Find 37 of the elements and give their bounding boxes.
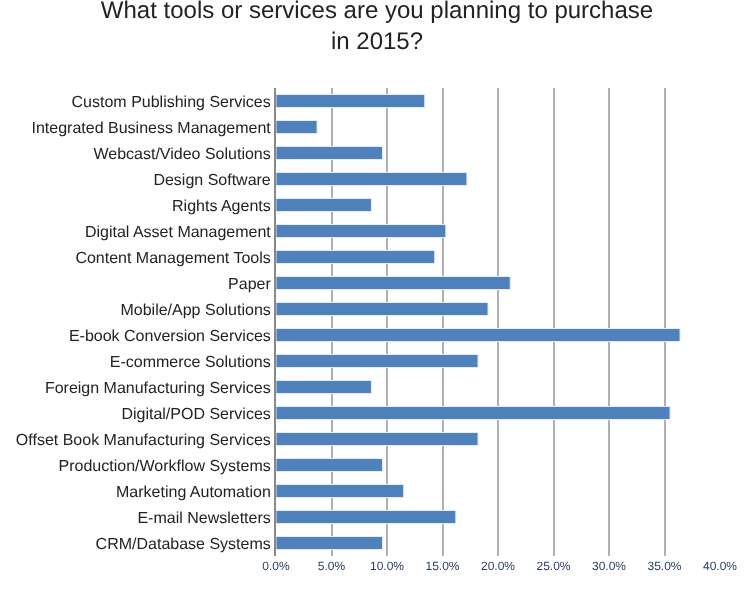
- bar: [276, 250, 436, 264]
- chart-title: What tools or services are you planning to purchase in 2015?: [100, 0, 654, 56]
- y-tick-label: Digital Asset Management: [84, 222, 273, 241]
- bar: [276, 224, 447, 238]
- bar: [276, 354, 479, 368]
- bar: [276, 120, 318, 134]
- bar: [276, 484, 405, 498]
- y-tick-label: Content Management Tools: [75, 248, 271, 267]
- y-tick-label: E-book Conversion Services: [68, 326, 271, 345]
- bar: [276, 536, 384, 550]
- y-tick-label: Custom Publishing Services: [71, 92, 271, 111]
- bar: [276, 380, 372, 394]
- bar: [276, 276, 511, 290]
- y-tick-label: CRM/Database Systems: [95, 534, 271, 553]
- y-tick-label: Paper: [228, 274, 272, 293]
- y-tick-label: Digital/POD Services: [121, 404, 271, 423]
- y-tick-label: Marketing Automation: [116, 482, 271, 501]
- bar: [276, 328, 681, 342]
- y-tick-label: Offset Book Manufacturing Services: [15, 430, 271, 449]
- y-tick-label: Mobile/App Solutions: [120, 300, 271, 319]
- bar: [276, 432, 479, 446]
- y-tick-label: Integrated Business Management: [31, 118, 273, 137]
- bar: [276, 198, 372, 212]
- bar: [276, 406, 671, 420]
- bar: [276, 94, 426, 108]
- bar: [276, 172, 468, 186]
- bar: [276, 458, 384, 472]
- bar: [276, 510, 457, 524]
- y-tick-label: Foreign Manufacturing Services: [44, 378, 271, 397]
- y-tick-label: Webcast/Video Solutions: [93, 144, 271, 163]
- y-tick-label: Production/Workflow Systems: [58, 456, 271, 475]
- bar: [276, 146, 384, 160]
- y-tick-label: Design Software: [153, 170, 272, 189]
- y-tick-label: E-commerce Solutions: [109, 352, 271, 371]
- y-tick-label: E-mail Newsletters: [137, 508, 271, 527]
- y-tick-label: Rights Agents: [172, 196, 271, 215]
- bar: [276, 302, 489, 316]
